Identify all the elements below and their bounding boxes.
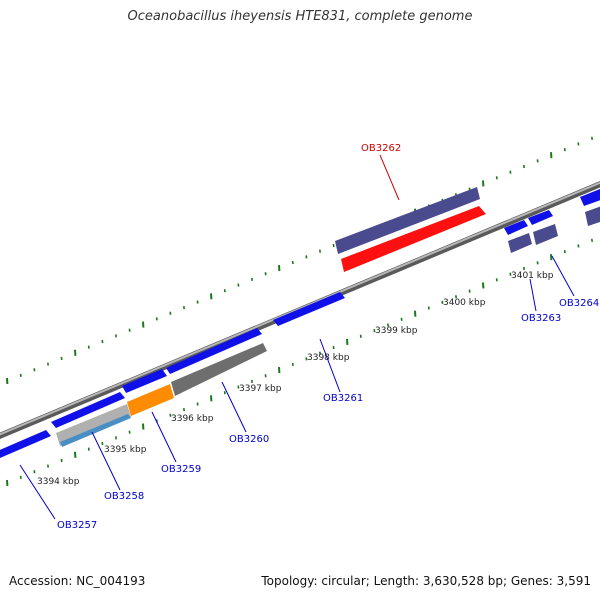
gene-arrow-ob3262[interactable] — [341, 206, 486, 272]
leader-line — [91, 431, 121, 491]
kbp-label: 3399 kbp — [375, 326, 418, 336]
gene-arrow[interactable] — [60, 414, 131, 447]
leader-line — [551, 255, 575, 297]
kbp-label: 3394 kbp — [37, 477, 80, 487]
gene-arrow[interactable] — [171, 343, 267, 396]
gene-label-ob3259[interactable]: OB3259 — [161, 464, 201, 475]
gene-label-ob3257[interactable]: OB3257 — [57, 520, 97, 531]
gene-label-ob3260[interactable]: OB3260 — [229, 434, 269, 445]
kbp-label: 3398 kbp — [307, 353, 350, 363]
gene-arrow[interactable] — [51, 392, 125, 428]
gene-label-ob3261[interactable]: OB3261 — [323, 393, 363, 404]
gene-arrow[interactable] — [585, 203, 600, 226]
leader-line — [379, 154, 400, 201]
gene-arrow[interactable] — [504, 220, 528, 235]
gene-arrow[interactable] — [0, 430, 51, 458]
gene-arrow[interactable] — [127, 384, 174, 416]
map-title: Oceanobacillus iheyensis HTE831, complet… — [127, 9, 473, 24]
tick-marks — [6, 136, 593, 487]
leader-line — [221, 381, 247, 433]
topology-summary: Topology: circular; Length: 3,630,528 bp… — [261, 574, 591, 588]
gene-arrow[interactable] — [528, 210, 553, 225]
gene-arrow[interactable] — [56, 404, 131, 446]
gene-arrow[interactable] — [122, 369, 167, 393]
gene-arrow[interactable] — [273, 292, 345, 326]
gene-arrow[interactable] — [580, 185, 600, 206]
gene-arrow[interactable] — [508, 233, 532, 253]
kbp-label: 3396 kbp — [171, 414, 214, 424]
gene-arrow[interactable] — [533, 224, 558, 245]
kbp-label: 3397 kbp — [239, 384, 282, 394]
gene-label-ob3258[interactable]: OB3258 — [104, 491, 144, 502]
kbp-label: 3401 kbp — [511, 271, 554, 281]
accession-text: Accession: NC_004193 — [9, 574, 146, 588]
gene-arrow[interactable] — [166, 328, 262, 374]
gene-label-ob3262[interactable]: OB3262 — [361, 143, 401, 154]
kbp-label: 3395 kbp — [104, 445, 147, 455]
leader-line — [529, 278, 537, 312]
gene-label-ob3263[interactable]: OB3263 — [521, 313, 561, 324]
kbp-label: 3400 kbp — [443, 298, 486, 308]
leader-line — [319, 338, 341, 393]
gene-arrow[interactable] — [335, 187, 480, 254]
leader-line — [151, 411, 177, 463]
gene-label-ob3264[interactable]: OB3264 — [559, 298, 599, 309]
leader-line — [19, 464, 56, 520]
